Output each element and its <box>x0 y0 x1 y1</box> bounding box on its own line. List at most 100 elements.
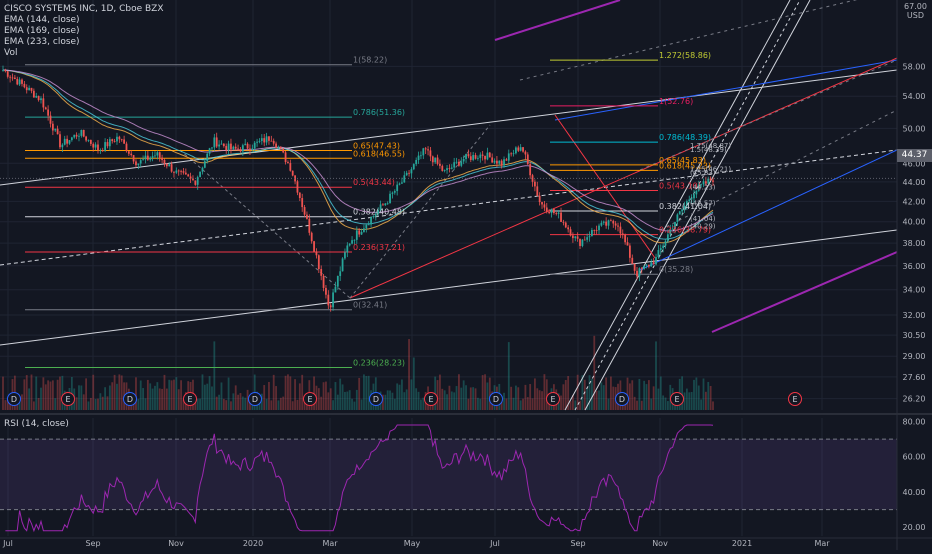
volume-bar <box>51 380 54 410</box>
volume-bar <box>576 374 579 410</box>
fib-label-left: 0.618(46.55) <box>353 149 405 158</box>
volume-bar <box>408 339 410 410</box>
ema-144-label[interactable]: EMA (144, close) <box>4 15 80 25</box>
volume-bar <box>636 400 638 410</box>
fib-labels: 1(58.22) 0.786(51.36) 0.65(47.43)0.618(46.… <box>353 51 731 367</box>
volume-bar <box>30 374 33 410</box>
earnings-marker[interactable]: E <box>303 392 317 406</box>
candle-body <box>163 159 166 164</box>
candle-body <box>54 128 57 131</box>
candle-body <box>237 148 239 150</box>
candle-body <box>645 264 648 266</box>
earnings-marker[interactable]: E <box>670 392 684 406</box>
volume-bar <box>697 385 700 410</box>
volume-bar <box>227 377 230 410</box>
volume-bar <box>545 379 548 410</box>
dividend-marker[interactable]: D <box>615 392 629 406</box>
rsi-legend[interactable]: RSI (14, close) <box>4 419 69 429</box>
volume-bar <box>301 374 304 410</box>
rsi-tick-label: 80.00 <box>903 418 926 427</box>
price-tick-label: 38.00 <box>903 239 926 248</box>
candle-body <box>709 178 712 181</box>
candle-body <box>89 139 92 144</box>
dividend-marker[interactable]: D <box>489 392 503 406</box>
volume-bar <box>196 398 199 410</box>
candle-body <box>693 194 695 199</box>
earnings-marker[interactable]: E <box>546 392 560 406</box>
candle-body <box>659 248 662 251</box>
volume-bar <box>693 379 695 410</box>
event-letter: E <box>792 395 797 404</box>
volume-bar <box>628 383 631 410</box>
volume-bar <box>695 377 698 410</box>
volume-bar <box>522 398 524 410</box>
candle-body <box>130 153 133 156</box>
candle-body <box>370 217 372 225</box>
candle-body <box>275 143 277 148</box>
volume-bar <box>111 382 114 410</box>
dividend-marker[interactable]: D <box>123 392 137 406</box>
volume-label[interactable]: Vol <box>4 48 18 58</box>
volume-bar <box>32 401 35 410</box>
volume-bar <box>294 379 296 410</box>
earnings-marker[interactable]: E <box>183 392 197 406</box>
volume-bar <box>144 398 147 410</box>
volume-bar <box>441 388 444 410</box>
volume-bar <box>237 394 239 410</box>
volume-bar <box>28 388 31 410</box>
volume-bar <box>434 376 437 410</box>
candle-body <box>609 220 612 222</box>
volume-bar <box>156 382 159 410</box>
candle-body <box>408 172 410 174</box>
candle-body <box>101 150 104 151</box>
candle-body <box>683 205 686 210</box>
price-tick-label: 29.00 <box>903 352 926 361</box>
volume-bar <box>42 377 45 410</box>
candle-body <box>626 242 629 246</box>
candle-body <box>42 98 45 108</box>
earnings-marker[interactable]: E <box>424 392 438 406</box>
volume-bar <box>244 397 247 410</box>
volume-bar <box>389 390 391 410</box>
volume-bar <box>410 379 413 410</box>
fib-extension-label: (41.04) <box>690 215 716 223</box>
candle-body <box>113 141 116 142</box>
dividend-marker[interactable]: D <box>248 392 262 406</box>
candle-body <box>4 70 7 72</box>
volume-bar <box>690 391 693 410</box>
volume-bar <box>251 400 254 410</box>
symbol-title[interactable]: CISCO SYSTEMS INC, 1D, Cboe BZX <box>4 4 164 14</box>
dividend-marker[interactable]: D <box>7 392 21 406</box>
volume-bar <box>334 382 337 410</box>
volume-bar <box>211 386 213 410</box>
volume-bar <box>515 385 517 410</box>
fib-label-right: 0.786(48.39) <box>659 133 711 142</box>
earnings-marker[interactable]: E <box>788 392 802 406</box>
candle-body <box>9 76 12 78</box>
volume-bar <box>168 379 171 410</box>
volume-bar <box>170 380 173 410</box>
ema-233-label[interactable]: EMA (233, close) <box>4 37 80 47</box>
candle-body <box>317 255 320 270</box>
volume-bar <box>82 394 85 410</box>
candle-body <box>146 155 149 160</box>
dividend-marker[interactable]: D <box>369 392 383 406</box>
earnings-marker[interactable]: E <box>61 392 75 406</box>
candle-body <box>503 159 505 166</box>
fib-label-left: 0.65(47.43) <box>353 141 400 150</box>
fib-extension-label: (45.83) <box>690 169 716 177</box>
volume-bar <box>569 401 572 410</box>
candle-body <box>279 147 282 149</box>
candle-body <box>602 221 605 223</box>
candle-body <box>367 224 370 226</box>
fib-extension-label: (42.57) <box>690 200 716 208</box>
fib-extension-label: 1.75(48.87) <box>690 142 731 150</box>
volume-bar <box>142 388 145 410</box>
candle-body <box>173 171 175 173</box>
volume-bar <box>479 398 482 410</box>
ema-169-label[interactable]: EMA (169, close) <box>4 26 80 36</box>
candle-body <box>534 181 536 187</box>
